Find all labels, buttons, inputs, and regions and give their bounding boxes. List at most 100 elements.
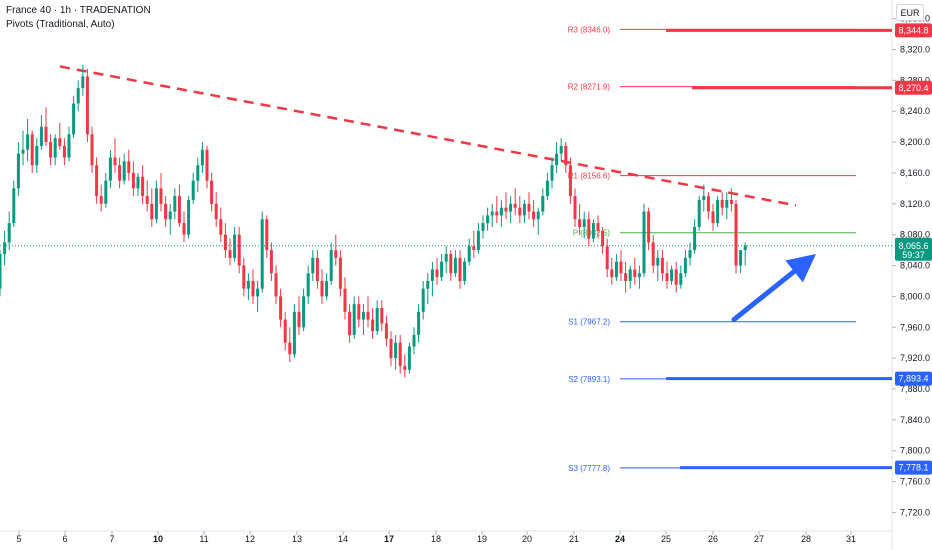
candle-body [463, 261, 467, 281]
candle-body [371, 319, 375, 332]
price-tick-label: 8,160.0 [900, 168, 930, 178]
candle-body [292, 311, 296, 355]
pivot-label: R1 (8156.6) [568, 172, 611, 181]
candle-body [343, 288, 347, 312]
candle-body [407, 346, 411, 370]
candle-body [541, 196, 545, 212]
candle-body [76, 88, 80, 104]
time-tick-label: 20 [522, 534, 532, 544]
time-tick-label: 17 [384, 534, 394, 544]
up-arrow-head [785, 253, 816, 283]
candle-body [223, 234, 227, 251]
candle-body [145, 196, 149, 204]
candle-body [458, 257, 462, 281]
candle-body [587, 219, 591, 239]
candle-body [430, 269, 434, 281]
time-axis[interactable]: 5 6 7 10 11 12 13 14 17 18 19 20 21 24 25 26 27 28 31 [16, 531, 856, 544]
candle-body [320, 280, 324, 297]
time-tick-label: 6 [62, 534, 67, 544]
price-badge [895, 371, 932, 386]
currency-button[interactable]: EUR [896, 4, 924, 21]
candle-body [30, 134, 34, 166]
candle-body [610, 269, 614, 278]
candle-body [601, 230, 605, 247]
price-tick-label: 8,200.0 [900, 137, 930, 147]
candle-body [490, 211, 494, 216]
candle-body [481, 223, 485, 231]
candle-body [67, 134, 71, 158]
candle-body [233, 234, 237, 258]
candles [0, 64, 747, 378]
candle-body [642, 211, 646, 274]
candle-body [154, 188, 158, 220]
arrow-layer [731, 253, 816, 323]
candle-body [141, 176, 145, 197]
candle-body [495, 211, 499, 216]
candle-body [486, 215, 490, 224]
candle-body [499, 207, 503, 216]
price-tick-label: 8,320.0 [900, 44, 930, 54]
price-tick-label: 7,840.0 [900, 415, 930, 425]
pivot-label: S3 (7777.8) [568, 464, 610, 473]
candle-body [384, 323, 388, 339]
price-tick-label: 8,080.0 [900, 230, 930, 240]
candle-body [288, 342, 292, 355]
candle-body [591, 223, 595, 239]
candle-body [674, 269, 678, 285]
candle-body [122, 161, 126, 181]
time-tick-label: 10 [153, 534, 163, 544]
candle-body [302, 296, 306, 328]
candle-body [205, 149, 209, 181]
candle-body [49, 142, 53, 158]
time-tick-label: 31 [846, 534, 856, 544]
candle-body [706, 196, 710, 212]
candle-body [683, 257, 687, 274]
candle-body [173, 196, 177, 212]
price-axis[interactable]: 7,720.0 7,760.0 7,800.0 7,840.0 7,880.0 7,920… [892, 14, 932, 518]
candle-body [573, 196, 577, 220]
price-badge-label: 8,344.8 [898, 25, 928, 35]
symbol-title[interactable]: France 40 · 1h · TRADENATION [6, 5, 151, 16]
candle-body [306, 273, 310, 297]
candle-body [242, 265, 246, 289]
time-tick-label: 12 [245, 534, 255, 544]
pivot-label: R2 (8271.9) [568, 83, 611, 92]
candle-body [605, 246, 609, 270]
candle-body [297, 311, 301, 328]
price-badge-label: 8,270.4 [898, 83, 928, 93]
candle-body [532, 211, 536, 220]
last-price-badge [895, 237, 932, 261]
candle-body [743, 245, 747, 251]
trendline-layer [59, 65, 797, 207]
candle-body [274, 273, 278, 297]
candle-body [518, 207, 522, 216]
candle-body [412, 334, 416, 347]
candle-body [426, 280, 430, 289]
candle-body [619, 261, 623, 274]
candle-body [251, 280, 255, 297]
candle-body [734, 203, 738, 266]
candle-body [219, 219, 223, 235]
candle-body [716, 199, 720, 224]
candle-body [315, 257, 319, 281]
pivot-label: P (8082.5) [573, 229, 611, 238]
price-tick-label: 7,760.0 [900, 477, 930, 487]
time-tick-label: 24 [615, 534, 625, 544]
candle-body [453, 257, 457, 274]
candle-body [283, 319, 287, 343]
candle-body [150, 203, 154, 220]
candle-body [647, 211, 651, 243]
time-tick-label: 18 [431, 534, 441, 544]
candle-body [670, 269, 674, 281]
candle-body [104, 180, 108, 204]
pivot-label: S1 (7967.2) [568, 318, 610, 327]
chart-header: France 40 · 1h · TRADENATION Pivots (Tra… [6, 5, 151, 30]
candle-body [504, 207, 508, 212]
candle-body [522, 203, 526, 216]
candle-body [614, 261, 618, 278]
price-tick-label: 8,280.0 [900, 75, 930, 85]
time-tick-label: 13 [292, 534, 302, 544]
candle-body [44, 126, 48, 143]
indicator-label[interactable]: Pivots (Traditional, Auto) [6, 19, 115, 30]
